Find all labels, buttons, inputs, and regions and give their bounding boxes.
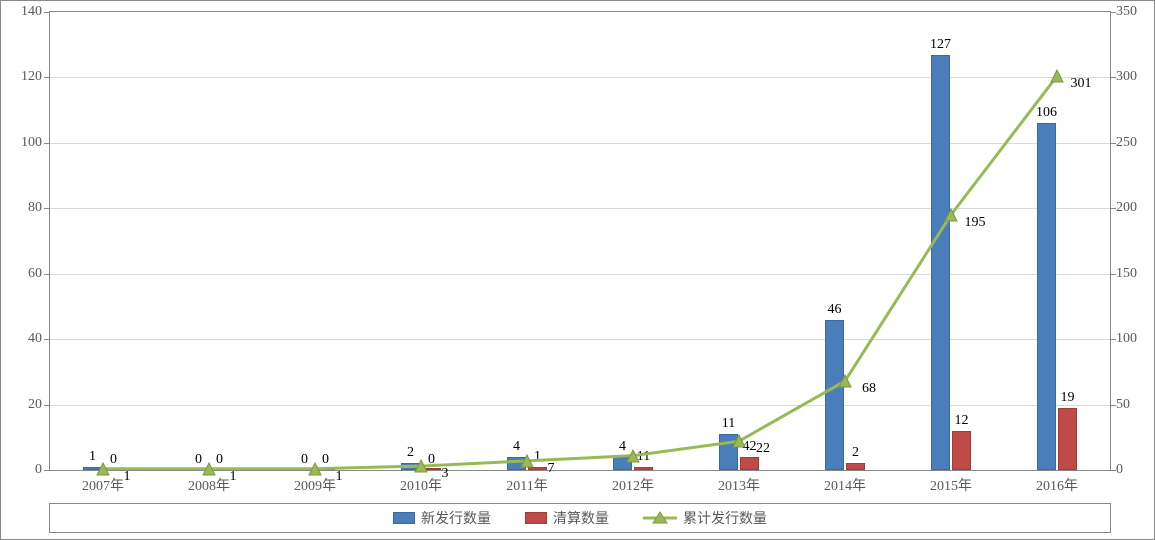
y-left-tick (44, 12, 50, 13)
legend-label-line: 累计发行数量 (683, 508, 767, 528)
x-axis-label: 2015年 (930, 475, 972, 495)
y-left-label: 80 (2, 200, 42, 216)
data-label-line: 22 (756, 441, 770, 457)
data-label-bar1: 4 (619, 439, 626, 455)
legend-label-bar2: 清算数量 (553, 508, 609, 528)
data-label-bar2: 0 (216, 452, 223, 468)
bar-new-issue (931, 55, 950, 470)
gridline (50, 274, 1110, 275)
data-label-bar1: 106 (1036, 105, 1057, 121)
data-label-bar1: 46 (827, 302, 841, 318)
x-axis-label: 2013年 (718, 475, 760, 495)
data-label-bar2: 1 (534, 449, 541, 465)
data-label-bar1: 0 (195, 452, 202, 468)
x-axis-label: 2008年 (188, 475, 230, 495)
gridline (50, 339, 1110, 340)
bar-new-issue (1037, 123, 1056, 470)
data-label-line: 195 (965, 215, 986, 231)
data-label-line: 1 (230, 469, 237, 485)
bar-new-issue (825, 320, 844, 470)
y-left-label: 20 (2, 397, 42, 413)
legend-swatch-blue (393, 512, 415, 524)
gridline (50, 143, 1110, 144)
data-label-bar1: 1 (89, 449, 96, 465)
data-label-line: 1 (336, 469, 343, 485)
y-left-tick (44, 274, 50, 275)
x-axis-label: 2012年 (612, 475, 654, 495)
bar-liquidation (740, 457, 759, 470)
gridline (50, 77, 1110, 78)
legend-label-bar1: 新发行数量 (421, 508, 491, 528)
data-label-line: 1 (124, 469, 131, 485)
data-label-bar2: 12 (955, 413, 969, 429)
bar-liquidation (1058, 408, 1077, 470)
x-axis-label: 2014年 (824, 475, 866, 495)
chart-container: 1000002041411114246212712106191113722681… (0, 0, 1155, 540)
y-right-label: 300 (1116, 69, 1154, 85)
x-axis-label: 2011年 (506, 475, 547, 495)
y-right-label: 150 (1116, 266, 1154, 282)
y-right-label: 250 (1116, 135, 1154, 151)
data-label-line: 7 (548, 461, 555, 477)
legend-item-bar2: 清算数量 (525, 508, 609, 528)
x-axis-label: 2009年 (294, 475, 336, 495)
y-left-label: 0 (2, 462, 42, 478)
bar-liquidation (634, 467, 653, 470)
legend: 新发行数量 清算数量 累计发行数量 (49, 503, 1111, 533)
y-left-tick (44, 208, 50, 209)
data-label-bar2: 0 (428, 452, 435, 468)
y-left-label: 140 (2, 4, 42, 20)
data-label-line: 3 (442, 466, 449, 482)
y-right-label: 350 (1116, 4, 1154, 20)
y-right-label: 100 (1116, 331, 1154, 347)
data-label-bar2: 0 (110, 452, 117, 468)
x-axis-label: 2016年 (1036, 475, 1078, 495)
y-left-tick (44, 143, 50, 144)
data-label-bar1: 127 (930, 37, 951, 53)
legend-swatch-line (643, 511, 677, 525)
legend-item-line: 累计发行数量 (643, 508, 767, 528)
bar-liquidation (952, 431, 971, 470)
plot-area: 1000002041411114246212712106191113722681… (49, 11, 1111, 471)
data-label-line: 301 (1071, 76, 1092, 92)
data-label-line: 68 (862, 381, 876, 397)
legend-swatch-red (525, 512, 547, 524)
bar-liquidation (846, 463, 865, 470)
data-label-bar1: 11 (722, 416, 735, 432)
data-label-bar2: 2 (852, 445, 859, 461)
x-axis-label: 2007年 (82, 475, 124, 495)
data-label-bar1: 2 (407, 445, 414, 461)
y-right-label: 0 (1116, 462, 1154, 478)
x-axis-label: 2010年 (400, 475, 442, 495)
y-left-tick (44, 77, 50, 78)
legend-item-bar1: 新发行数量 (393, 508, 491, 528)
data-label-bar2: 19 (1061, 390, 1075, 406)
y-right-label: 50 (1116, 397, 1154, 413)
y-left-label: 120 (2, 69, 42, 85)
gridline (50, 405, 1110, 406)
data-label-bar1: 0 (301, 452, 308, 468)
data-label-bar1: 4 (513, 439, 520, 455)
y-left-label: 60 (2, 266, 42, 282)
line-cumulative (50, 12, 1110, 470)
y-right-label: 200 (1116, 200, 1154, 216)
y-left-tick (44, 470, 50, 471)
y-left-label: 100 (2, 135, 42, 151)
y-left-tick (44, 339, 50, 340)
y-left-label: 40 (2, 331, 42, 347)
y-left-tick (44, 405, 50, 406)
data-label-bar2: 0 (322, 452, 329, 468)
